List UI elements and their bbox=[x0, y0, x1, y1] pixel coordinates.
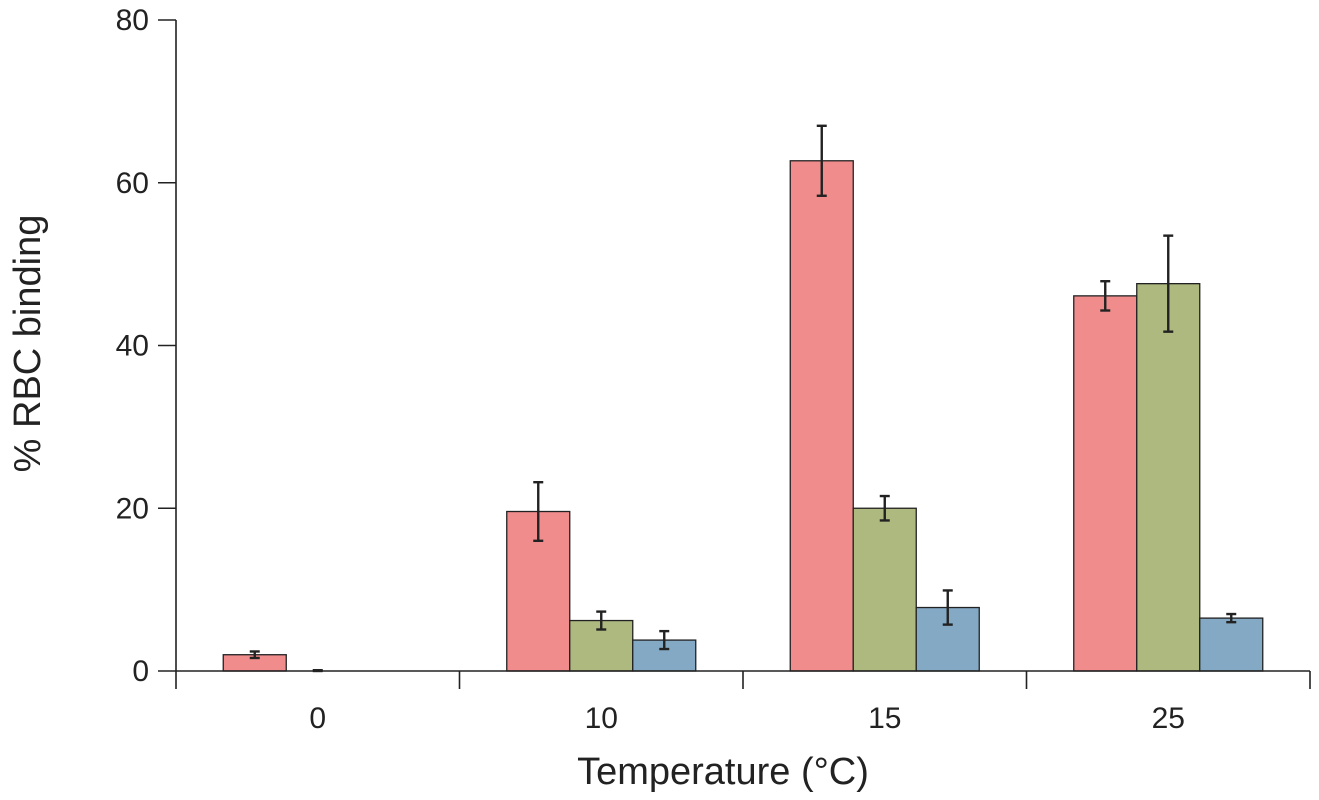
y-tick-label: 80 bbox=[116, 4, 149, 37]
error-bar-15-series-1 bbox=[816, 124, 827, 197]
y-axis-title: % RBC binding bbox=[7, 215, 49, 473]
x-tick-label: 10 bbox=[585, 702, 618, 735]
error-bar-25-series-2 bbox=[1163, 234, 1174, 333]
error-bar-0-series-1 bbox=[249, 650, 260, 660]
bar-15-series-1 bbox=[789, 160, 854, 672]
y-tick-label: 0 bbox=[132, 655, 149, 688]
x-tick-label: 0 bbox=[309, 702, 326, 735]
error-bar-10-series-1 bbox=[533, 481, 544, 542]
error-bar-25-series-3 bbox=[1226, 612, 1237, 624]
error-bar-10-series-3 bbox=[659, 629, 670, 651]
bar-25-series-3 bbox=[1199, 617, 1264, 672]
error-bar-15-series-3 bbox=[942, 589, 953, 626]
x-tick-label: 25 bbox=[1152, 702, 1185, 735]
y-tick-label: 20 bbox=[116, 492, 149, 525]
bar-25-series-1 bbox=[1073, 295, 1138, 672]
y-axis-ticks: 0 20 40 60 80 bbox=[116, 4, 176, 688]
x-tick-label: 15 bbox=[868, 702, 901, 735]
error-bars-layer bbox=[249, 124, 1237, 673]
y-tick-label: 60 bbox=[116, 167, 149, 200]
error-bar-10-series-2 bbox=[596, 610, 607, 631]
bars-layer bbox=[222, 160, 1264, 672]
error-bar-15-series-2 bbox=[879, 494, 890, 522]
x-axis-ticks: 0 10 15 25 bbox=[175, 671, 1311, 735]
error-bar-25-series-1 bbox=[1100, 280, 1111, 312]
bar-25-series-2 bbox=[1136, 283, 1201, 672]
x-axis-title: Temperature (°C) bbox=[577, 751, 869, 793]
bar-15-series-2 bbox=[852, 507, 917, 672]
y-tick-label: 40 bbox=[116, 330, 149, 363]
